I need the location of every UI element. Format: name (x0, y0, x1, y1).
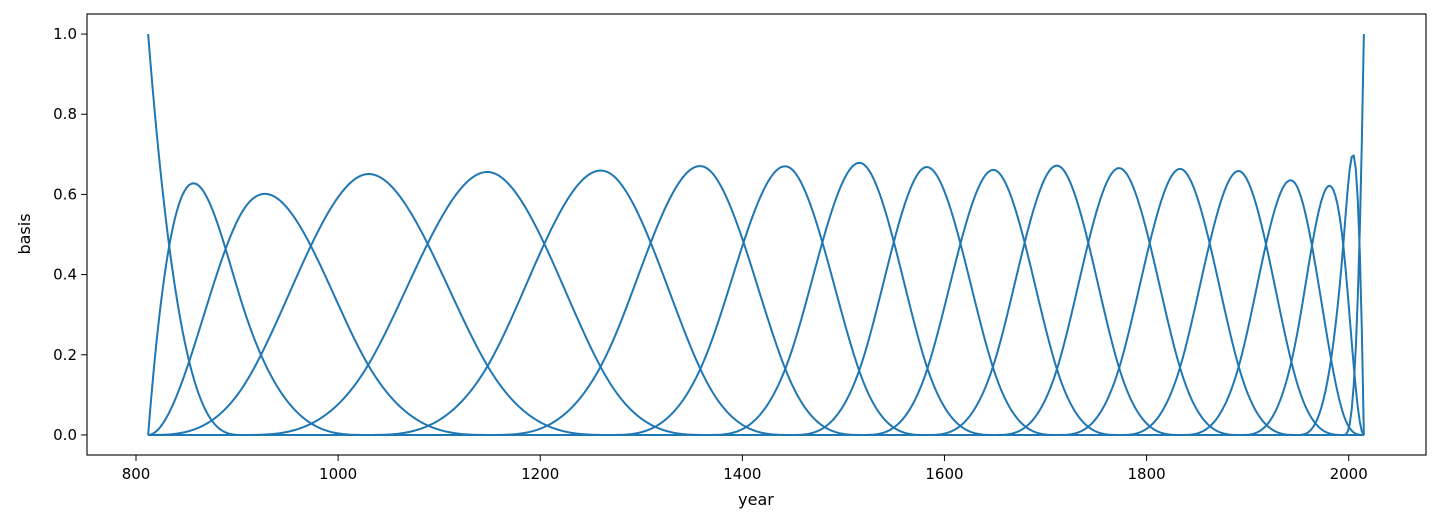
basis-curve-19 (148, 34, 1365, 436)
x-tick-label: 1800 (1127, 465, 1165, 483)
y-tick-label: 0.6 (53, 185, 77, 203)
x-tick-label: 2000 (1330, 465, 1368, 483)
x-tick-label: 1000 (319, 465, 357, 483)
plot-background (87, 14, 1426, 455)
x-axis: 800 1000 1200 1400 1600 1800 2000 (122, 455, 1368, 483)
basis-curves (147, 33, 1365, 436)
x-tick-label: 1400 (723, 465, 761, 483)
y-tick-label: 0.0 (53, 426, 77, 444)
x-tick-label: 800 (122, 465, 151, 483)
y-tick-label: 0.8 (53, 105, 77, 123)
x-tick-label: 1600 (925, 465, 963, 483)
y-tick-label: 0.2 (53, 346, 77, 364)
y-axis-label: basis (15, 213, 34, 254)
y-axis: 0.0 0.2 0.4 0.6 0.8 1.0 (53, 25, 87, 444)
x-tick-label: 1200 (521, 465, 559, 483)
x-axis-label: year (738, 490, 774, 509)
y-tick-label: 0.4 (53, 266, 77, 284)
plot-frame (86, 13, 1427, 456)
y-tick-label: 1.0 (53, 25, 77, 43)
